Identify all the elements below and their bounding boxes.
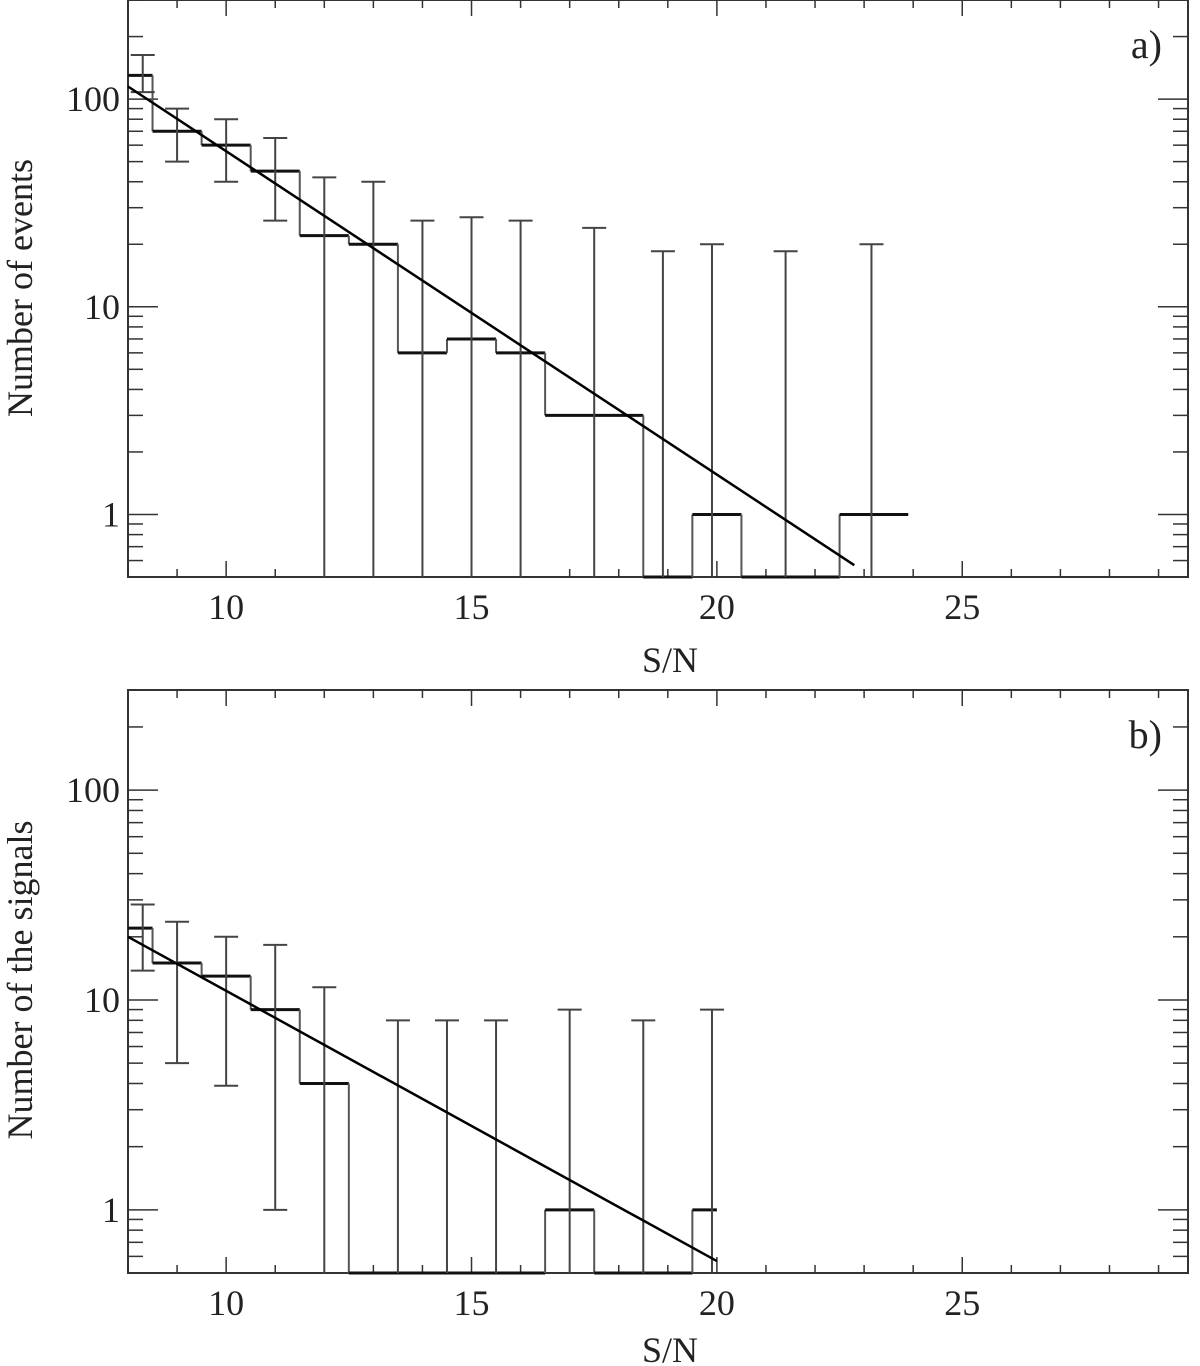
panel-label: a): [1131, 22, 1162, 67]
y-tick-label: 1: [102, 494, 120, 534]
y-axis-label: Number of events: [0, 159, 40, 417]
x-tick-label: 10: [208, 587, 244, 627]
panel-a: a) S/N Number of events 10 15 20 25 1 10 100: [0, 0, 1189, 680]
fit-line: [127, 85, 855, 567]
y-tick-label: 1: [102, 1190, 120, 1230]
plot-frame: [127, 689, 1189, 1274]
x-tick-label: 15: [454, 587, 490, 627]
x-tick-label: 15: [454, 1283, 490, 1323]
panel-label: b): [1129, 712, 1162, 757]
x-tick-label: 25: [944, 1283, 980, 1323]
y-tick-label: 100: [66, 79, 120, 119]
fit-line: [127, 935, 718, 1263]
x-tick-label: 20: [699, 587, 735, 627]
plot-frame: [127, 0, 1189, 578]
y-tick-label: 100: [66, 770, 120, 810]
x-tick-label: 10: [208, 1283, 244, 1323]
x-tick-label: 25: [944, 587, 980, 627]
x-tick-label: 20: [699, 1283, 735, 1323]
y-tick-label: 10: [84, 287, 120, 327]
y-axis-label: Number of the signals: [0, 821, 40, 1140]
panel-b: b) S/N Number of the signals 10 15 20 25 1 10…: [0, 689, 1189, 1366]
x-axis-label: S/N: [642, 1330, 698, 1366]
y-tick-label: 10: [84, 980, 120, 1020]
x-axis-label: S/N: [642, 640, 698, 680]
